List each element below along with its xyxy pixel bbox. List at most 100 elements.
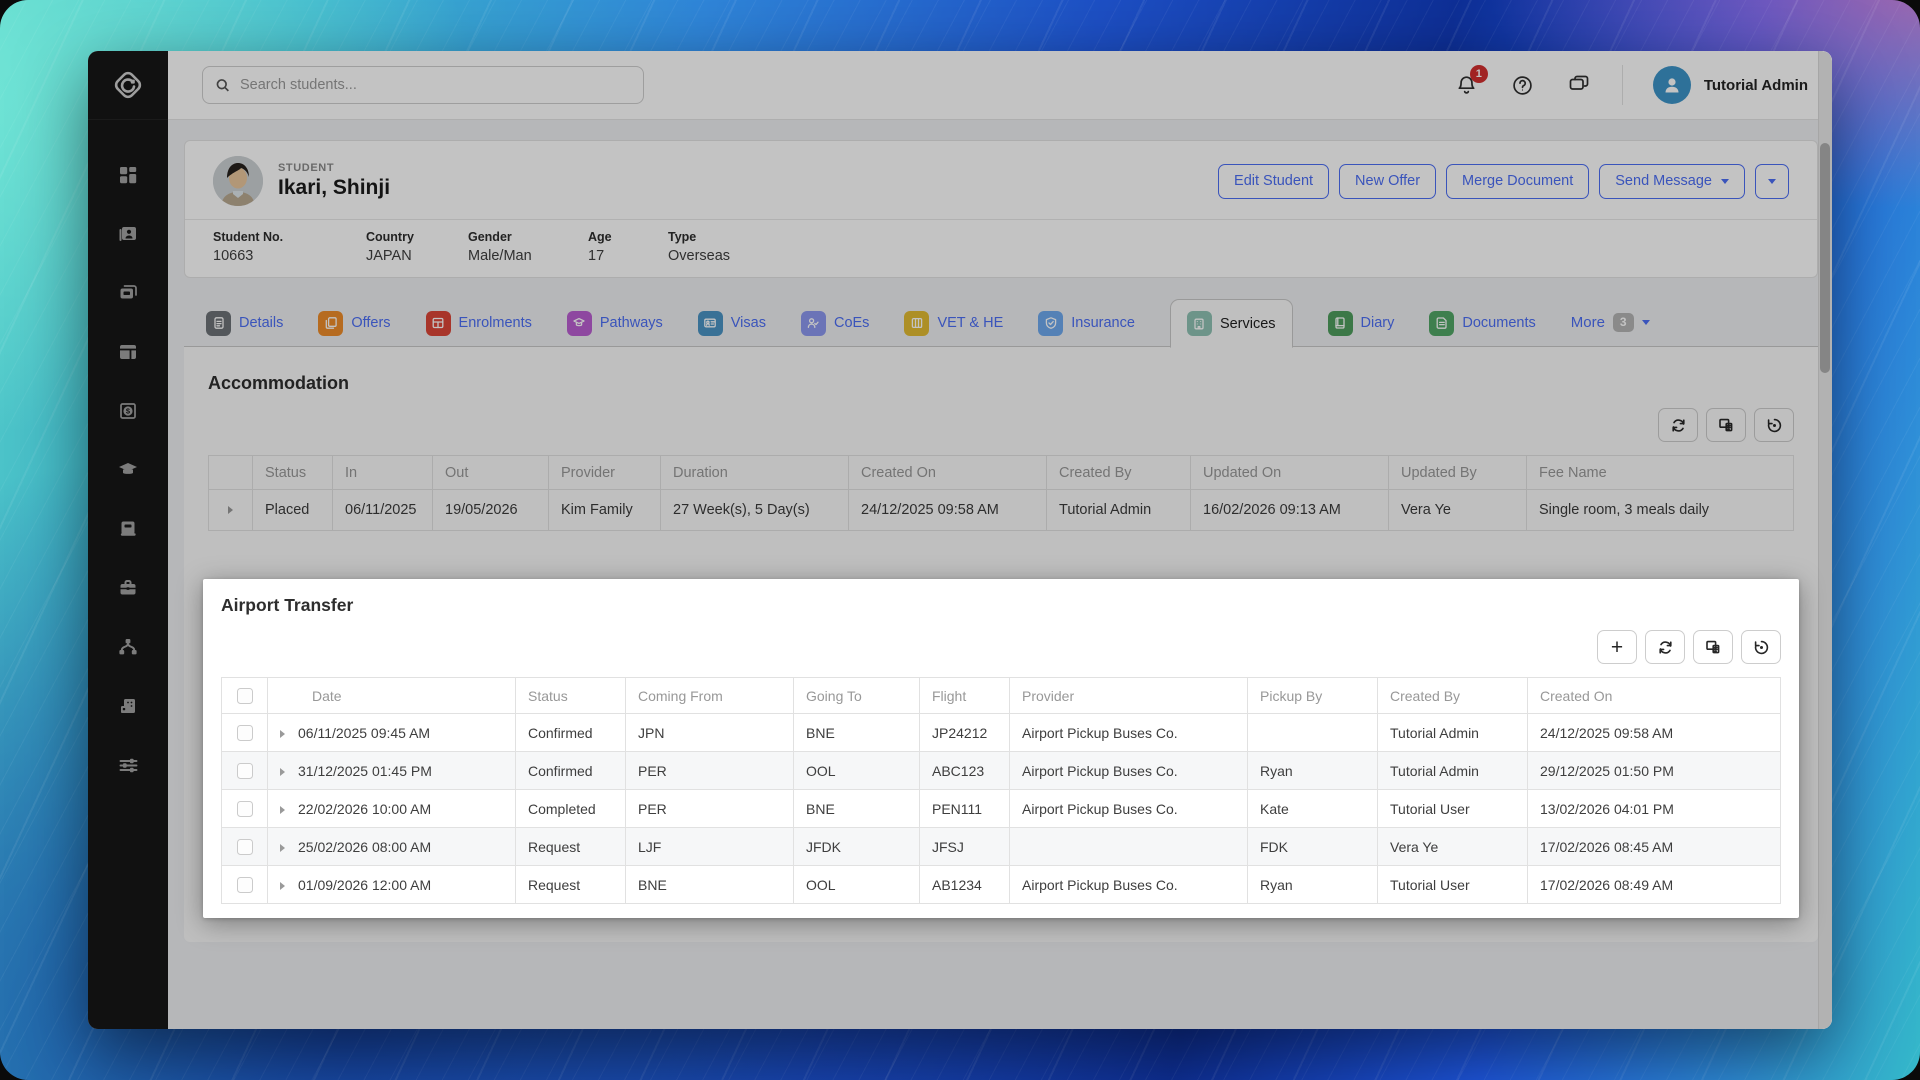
cell-created-on: 17/02/2026 08:45 AM — [1527, 827, 1781, 866]
tab-more[interactable]: More 3 — [1571, 312, 1650, 332]
tab-documents[interactable]: Documents — [1429, 300, 1536, 347]
sidebar-item-education[interactable] — [115, 457, 141, 483]
table-row[interactable]: 22/02/2026 10:00 AM Completed PER BNE PE… — [221, 789, 1781, 828]
sidebar-item-layout[interactable] — [115, 339, 141, 365]
column-header[interactable]: Provider — [1009, 677, 1248, 714]
notifications-button[interactable]: 1 — [1454, 65, 1488, 98]
cell-provider: Airport Pickup Buses Co. — [1009, 789, 1248, 828]
tab-insurance[interactable]: Insurance — [1038, 300, 1135, 347]
tab-offers[interactable]: Offers — [318, 300, 391, 347]
student-actions: Edit Student New Offer Merge Document Se… — [1218, 163, 1789, 199]
send-message-button[interactable]: Send Message — [1599, 163, 1745, 199]
sidebar-item-students[interactable] — [115, 221, 141, 247]
page-bottom-spacer — [184, 942, 1818, 1029]
messages-button[interactable] — [1566, 72, 1592, 98]
expand-row-icon[interactable] — [280, 729, 285, 738]
enrolments-icon — [425, 310, 451, 336]
row-checkbox[interactable] — [236, 877, 253, 894]
scrollbar-thumb[interactable] — [1820, 143, 1830, 373]
sidebar-item-organisation[interactable] — [115, 693, 141, 719]
row-checkbox[interactable] — [236, 725, 253, 742]
tab-pathways[interactable]: Pathways — [566, 300, 663, 347]
app-logo[interactable] — [88, 51, 168, 120]
row-checkbox[interactable] — [236, 801, 253, 818]
tab-diary[interactable]: Diary — [1327, 300, 1394, 347]
main-area: 1 Tutorial Admin — [168, 51, 1832, 1029]
topbar-divider — [1621, 65, 1623, 105]
add-button[interactable]: + — [1597, 630, 1637, 664]
tab-details[interactable]: Details — [206, 300, 283, 347]
sidebar-item-network[interactable] — [115, 634, 141, 660]
sidebar-item-library[interactable] — [115, 516, 141, 542]
column-header[interactable]: In — [332, 455, 433, 490]
expand-row-icon[interactable] — [228, 506, 233, 514]
column-header[interactable]: Created On — [1527, 677, 1781, 714]
cell-created-by: Tutorial User — [1377, 865, 1528, 904]
tab-coes[interactable]: CoEs — [800, 300, 869, 347]
table-row[interactable]: Placed 06/11/2025 19/05/2026 Kim Family … — [208, 489, 1794, 531]
column-header[interactable]: Flight — [919, 677, 1010, 714]
tab-enrolments[interactable]: Enrolments — [425, 300, 532, 347]
coes-icon — [800, 310, 826, 336]
row-checkbox[interactable] — [236, 763, 253, 780]
table-row[interactable]: 25/02/2026 08:00 AM Request LJF JFDK JFS… — [221, 827, 1781, 866]
new-offer-button[interactable]: New Offer — [1339, 163, 1437, 199]
column-header[interactable]: Updated By — [1388, 455, 1527, 490]
table-row[interactable]: 06/11/2025 09:45 AM Confirmed JPN BNE JP… — [221, 713, 1781, 752]
expand-row-icon[interactable] — [280, 767, 285, 776]
search-input[interactable] — [239, 77, 631, 93]
refresh-button[interactable] — [1645, 630, 1685, 664]
user-avatar — [1652, 66, 1691, 104]
export-button[interactable] — [1706, 408, 1746, 442]
sidebar-item-dashboard[interactable] — [115, 162, 141, 188]
column-header[interactable]: Status — [515, 677, 626, 714]
column-header[interactable]: Date — [267, 677, 516, 714]
column-header[interactable]: Created By — [1046, 455, 1191, 490]
column-header[interactable]: Created By — [1377, 677, 1528, 714]
column-header[interactable]: Going To — [793, 677, 920, 714]
expand-row-icon[interactable] — [280, 881, 285, 890]
table-row[interactable]: 01/09/2026 12:00 AM Request BNE OOL AB12… — [221, 865, 1781, 904]
expand-row-icon[interactable] — [280, 805, 285, 814]
help-button[interactable] — [1510, 72, 1536, 98]
column-header[interactable]: Created On — [848, 455, 1047, 490]
table-row[interactable]: 31/12/2025 01:45 PM Confirmed PER OOL AB… — [221, 751, 1781, 790]
vertical-scrollbar[interactable] — [1818, 51, 1832, 1029]
student-search — [202, 66, 644, 104]
column-header[interactable]: Pickup By — [1247, 677, 1378, 714]
cell-updated-by: Vera Ye — [1388, 489, 1527, 531]
tab-visas[interactable]: Visas — [697, 300, 766, 347]
tab-services[interactable]: Services — [1169, 299, 1293, 348]
merge-document-button[interactable]: Merge Document — [1446, 163, 1590, 199]
bell-icon — [1458, 75, 1475, 94]
cell-going-to: BNE — [793, 713, 920, 752]
export-button[interactable] — [1693, 630, 1733, 664]
select-all-checkbox[interactable] — [236, 688, 253, 705]
cell-date: 01/09/2026 12:00 AM — [298, 876, 432, 893]
column-header[interactable]: Updated On — [1190, 455, 1389, 490]
sidebar-item-services-case[interactable] — [115, 575, 141, 601]
airport-transfer-table: Date Status Coming From Going To Flight … — [221, 677, 1781, 904]
column-header[interactable]: Duration — [660, 455, 849, 490]
history-button[interactable] — [1741, 630, 1781, 664]
cell-status: Completed — [515, 789, 626, 828]
chevron-down-icon — [1768, 178, 1776, 184]
user-menu[interactable]: Tutorial Admin — [1652, 66, 1808, 104]
edit-student-button[interactable]: Edit Student — [1218, 163, 1330, 199]
column-header[interactable]: Provider — [548, 455, 661, 490]
sidebar-item-offers[interactable] — [115, 280, 141, 306]
sidebar-item-finance[interactable]: $ — [115, 398, 141, 424]
history-button[interactable] — [1754, 408, 1794, 442]
more-actions-button[interactable] — [1755, 163, 1789, 199]
column-header[interactable]: Out — [432, 455, 549, 490]
refresh-button[interactable] — [1658, 408, 1698, 442]
tab-vet-he[interactable]: VET & HE — [904, 300, 1003, 347]
expand-row-icon[interactable] — [280, 843, 285, 852]
column-header[interactable]: Fee Name — [1526, 455, 1794, 490]
column-header[interactable]: Coming From — [625, 677, 794, 714]
sidebar-item-settings[interactable] — [115, 752, 141, 778]
merge-document-label: Merge Document — [1462, 173, 1574, 189]
field-value: Overseas — [668, 248, 731, 264]
column-header[interactable]: Status — [252, 455, 333, 490]
row-checkbox[interactable] — [236, 839, 253, 856]
